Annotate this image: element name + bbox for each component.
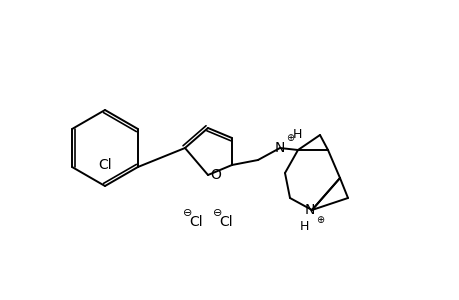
- Text: H: H: [299, 220, 308, 233]
- Text: ⊕: ⊕: [285, 133, 293, 143]
- Text: N: N: [274, 141, 285, 155]
- Text: H: H: [291, 128, 301, 140]
- Text: Cl: Cl: [218, 215, 232, 229]
- Text: O: O: [210, 168, 221, 182]
- Text: ⊕: ⊕: [315, 215, 323, 225]
- Text: Cl: Cl: [189, 215, 202, 229]
- Text: ⊖: ⊖: [183, 208, 192, 218]
- Text: ⊖: ⊖: [213, 208, 222, 218]
- Text: N: N: [304, 203, 314, 217]
- Text: Cl: Cl: [98, 158, 112, 172]
